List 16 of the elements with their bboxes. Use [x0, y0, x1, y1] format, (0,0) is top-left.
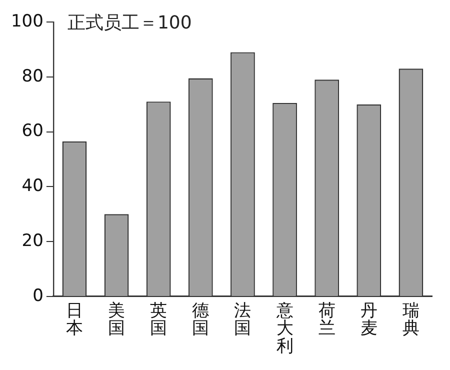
x-tick-label: 荷兰 — [318, 300, 336, 339]
y-tick-label: 60 — [22, 121, 44, 142]
x-tick-label: 英国 — [150, 300, 168, 339]
y-tick-label: 80 — [22, 66, 44, 86]
y-tick-label: 0 — [32, 286, 44, 306]
x-tick-label: 德国 — [192, 300, 210, 339]
x-tick-label: 丹麦 — [360, 300, 378, 339]
y-tick-label: 100 — [10, 11, 44, 32]
y-tick-label: 20 — [22, 230, 44, 251]
x-tick-label: 意大利 — [275, 300, 294, 356]
y-tick-label: 40 — [22, 176, 44, 196]
x-tick-label: 法国 — [234, 300, 252, 339]
x-tick-label: 瑞典 — [402, 300, 420, 339]
x-tick-label: 美国 — [108, 300, 126, 339]
annotation: 正式员工＝100 — [67, 12, 192, 34]
x-tick-label: 日本 — [66, 300, 83, 339]
